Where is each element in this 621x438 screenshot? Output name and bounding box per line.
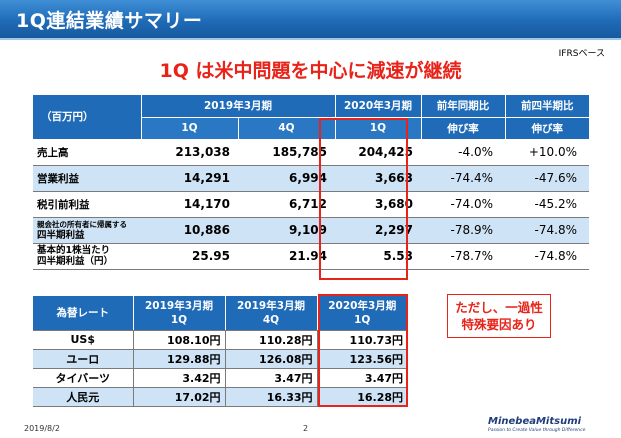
- qoq-cell: -47.6%: [505, 165, 589, 192]
- value-cell: 213,038: [141, 139, 238, 166]
- note-line2: 特殊要因あり: [461, 317, 537, 332]
- fx-value-cell: 16.33円: [224, 387, 317, 407]
- table-row: 基本的1株当たり 四半期利益（円） 25.95 21.94 5.53 -78.7…: [33, 243, 589, 270]
- value-cell: 14,291: [141, 165, 238, 192]
- company-logo: MinebeaMitsumi Passion to Create Value t…: [488, 416, 608, 436]
- value-cell: 14,170: [141, 191, 238, 218]
- value-cell: 21.94: [238, 243, 335, 270]
- unit-label: （百万円）: [33, 95, 142, 140]
- page-number: 2: [303, 424, 309, 433]
- highlight-box-2020-1q: [319, 118, 408, 280]
- note-line1: ただし、一過性: [455, 300, 543, 315]
- qoq-cell: -74.8%: [505, 243, 589, 270]
- table-row: 親会社の所有者に帰属する 四半期利益 10,886 9,109 2,297 -7…: [33, 217, 589, 244]
- table-row: 売上高 213,038 185,785 204,425 -4.0% +10.0%: [33, 139, 589, 166]
- fx-value-cell: 126.08円: [224, 349, 317, 369]
- row-label-line2: 四半期利益: [37, 230, 85, 241]
- q1-2020-header: 1Q: [335, 117, 422, 140]
- row-label: 売上高: [33, 139, 141, 166]
- fx-header-row: 為替レート 2019年3月期 1Q 2019年3月期 4Q 2020年3月期 1…: [33, 296, 407, 331]
- table-row: US$ 108.10円 110.28円 110.73円: [33, 330, 407, 350]
- yoy-cell: -78.7%: [421, 243, 505, 270]
- q4-2019-header: 4Q: [238, 117, 336, 140]
- page-title: 1Q連結業績サマリー: [16, 10, 203, 32]
- results-table: （百万円） 2019年3月期 2020年3月期 前年同期比 前四半期比 1Q 4…: [33, 95, 589, 270]
- value-cell: 6,994: [238, 165, 335, 192]
- fx-value-cell: 3.42円: [132, 368, 225, 388]
- fx-value-cell: 123.56円: [316, 349, 407, 369]
- qoq-cell: -45.2%: [505, 191, 589, 218]
- row-label: 親会社の所有者に帰属する 四半期利益: [33, 217, 141, 244]
- results-header-row-1: （百万円） 2019年3月期 2020年3月期 前年同期比 前四半期比: [33, 95, 589, 140]
- table-row: タイバーツ 3.42円 3.47円 3.47円: [33, 368, 407, 388]
- special-factor-note: ただし、一過性 特殊要因あり: [447, 294, 551, 338]
- row-label-line1: 親会社の所有者に帰属する: [37, 220, 127, 229]
- period-2019-header: 2019年3月期: [141, 95, 336, 118]
- fx-col3-header: 2020年3月期 1Q: [317, 296, 407, 331]
- yoy-header: 前年同期比: [421, 95, 506, 118]
- yoy-growth-header: 伸び率: [421, 117, 506, 140]
- fx-col3-line1: 2020年3月期: [328, 299, 397, 312]
- fx-value-cell: 108.10円: [132, 330, 225, 350]
- fx-value-cell: 16.28円: [316, 387, 407, 407]
- fx-col3-line2: 1Q: [354, 313, 371, 326]
- fx-label-header: 為替レート: [33, 296, 134, 331]
- yoy-cell: -74.0%: [421, 191, 505, 218]
- value-cell: 25.95: [141, 243, 238, 270]
- value-cell: 10,886: [141, 217, 238, 244]
- qoq-growth-header: 伸び率: [505, 117, 589, 140]
- logo-tagline: Passion to Create Value through Differen…: [488, 428, 586, 433]
- fx-col2-line2: 4Q: [262, 313, 280, 326]
- qoq-cell: -74.8%: [505, 217, 589, 244]
- accounting-basis-label: IFRSベース: [558, 49, 605, 59]
- period-2020-header: 2020年3月期: [335, 95, 422, 118]
- yoy-cell: -4.0%: [421, 139, 505, 166]
- row-label: 基本的1株当たり 四半期利益（円）: [33, 243, 141, 270]
- headline-message: 1Q は米中問題を中心に減速が継続: [159, 60, 462, 82]
- fx-currency-label: US$: [33, 330, 133, 350]
- table-row: 営業利益 14,291 6,994 3,663 -74.4% -47.6%: [33, 165, 589, 192]
- qoq-cell: +10.0%: [505, 139, 589, 166]
- yoy-cell: -78.9%: [421, 217, 505, 244]
- row-label: 営業利益: [33, 165, 141, 192]
- fx-value-cell: 110.28円: [224, 330, 317, 350]
- row-label: 税引前利益: [33, 191, 141, 218]
- fx-value-cell: 110.73円: [316, 330, 407, 350]
- fx-col1-header: 2019年3月期 1Q: [133, 296, 226, 331]
- logo-name: MinebeaMitsumi: [488, 416, 582, 427]
- results-header-row-2: 1Q 4Q 1Q 伸び率 伸び率: [33, 117, 589, 140]
- fx-col2-header: 2019年3月期 4Q: [225, 296, 318, 331]
- fx-value-cell: 3.47円: [224, 368, 317, 388]
- fx-rate-table: 為替レート 2019年3月期 1Q 2019年3月期 4Q 2020年3月期 1…: [33, 296, 407, 407]
- fx-col1-line1: 2019年3月期: [144, 299, 214, 312]
- row-label-line1: 基本的1株当たり: [37, 245, 111, 256]
- qoq-header: 前四半期比: [505, 95, 589, 118]
- fx-currency-label: ユーロ: [33, 349, 133, 369]
- header-bar: 1Q連結業績サマリー: [0, 0, 621, 38]
- fx-value-cell: 17.02円: [132, 387, 225, 407]
- fx-col2-line1: 2019年3月期: [236, 299, 306, 312]
- q1-2019-header: 1Q: [141, 117, 239, 140]
- fx-col1-line2: 1Q: [170, 313, 188, 326]
- fx-currency-label: タイバーツ: [33, 368, 133, 388]
- fx-value-cell: 129.88円: [132, 349, 225, 369]
- fx-currency-label: 人民元: [33, 387, 133, 407]
- table-row: ユーロ 129.88円 126.08円 123.56円: [33, 349, 407, 369]
- yoy-cell: -74.4%: [421, 165, 505, 192]
- value-cell: 6,712: [238, 191, 335, 218]
- table-row: 税引前利益 14,170 6,712 3,680 -74.0% -45.2%: [33, 191, 589, 218]
- value-cell: 185,785: [238, 139, 335, 166]
- value-cell: 9,109: [238, 217, 335, 244]
- footer-date: 2019/8/2: [24, 424, 60, 433]
- table-row: 人民元 17.02円 16.33円 16.28円: [33, 387, 407, 407]
- header-divider: [0, 38, 621, 40]
- row-label-line2: 四半期利益（円）: [37, 256, 114, 267]
- fx-value-cell: 3.47円: [316, 368, 407, 388]
- highlight-box-fx-2020-1q: [318, 294, 408, 407]
